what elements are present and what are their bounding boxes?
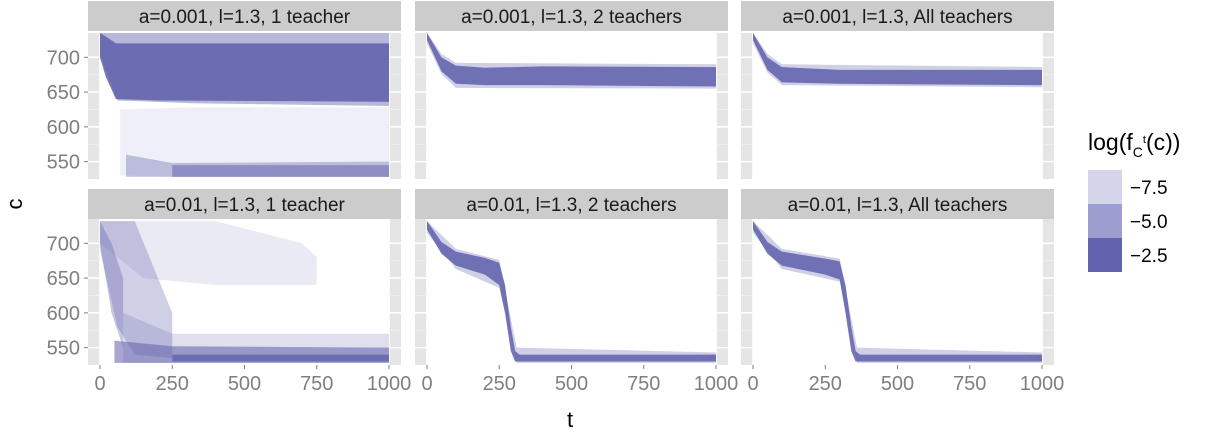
legend-key [1088, 204, 1122, 238]
facet-strip [88, 1, 401, 31]
facet-panel: a=0.01, l=1.3, All teachers [741, 189, 1054, 365]
density-layer [753, 219, 1042, 365]
y-tick-label: 700 [47, 47, 80, 69]
facet-strip-label: a=0.001, l=1.3, 2 teachers [461, 7, 682, 28]
y-axis-title: c [2, 199, 27, 210]
x-tick-label: 250 [809, 373, 842, 395]
facet-strip-label: a=0.01, l=1.3, All teachers [788, 195, 1008, 216]
density-layer [100, 219, 389, 365]
legend-label: −2.5 [1130, 246, 1168, 267]
x-tick-label: 750 [953, 373, 986, 395]
x-axis-title: t [567, 407, 573, 432]
legend-key [1088, 238, 1122, 272]
density-band [753, 221, 1042, 363]
y-tick-label: 650 [47, 268, 80, 290]
legend-label: −7.5 [1130, 178, 1168, 199]
density-band [100, 221, 317, 286]
facet-strip [88, 189, 401, 219]
facet-strip-label: a=0.001, l=1.3, 1 teacher [139, 7, 351, 28]
density-band [100, 33, 389, 106]
density-band [427, 33, 716, 89]
density-band [100, 33, 389, 102]
density-layer [427, 33, 716, 179]
axes: 700 650 600 550 700 650 600 550 0 250 500 750 1000 0 2… [47, 47, 1065, 395]
legend-key [1088, 170, 1122, 204]
x-tick-label: 0 [421, 373, 432, 395]
facet-strip-label: a=0.01, l=1.3, 1 teacher [144, 195, 345, 216]
x-tick-label: 750 [627, 373, 660, 395]
facet-strip [741, 1, 1054, 31]
y-tick-label: 550 [47, 338, 80, 360]
density-layer [427, 219, 716, 365]
x-tick-label: 500 [555, 373, 588, 395]
density-band [100, 221, 124, 348]
x-tick-label: 1000 [367, 373, 412, 395]
facet-panel: a=0.01, l=1.3, 2 teachers [415, 189, 728, 365]
x-tick-label: 1000 [1020, 373, 1065, 395]
y-tick-label: 550 [47, 152, 80, 174]
density-field [753, 33, 1042, 179]
facet-panel: a=0.001, l=1.3, 1 teacher [88, 1, 401, 179]
density-field [753, 219, 1042, 365]
legend-label: −5.0 [1130, 212, 1168, 233]
y-tick-label: 600 [47, 117, 80, 139]
density-layer [753, 33, 1042, 179]
facet-panel: a=0.001, l=1.3, All teachers [741, 1, 1054, 179]
x-tick-label: 1000 [694, 373, 739, 395]
x-tick-label: 750 [300, 373, 333, 395]
density-field [427, 33, 716, 179]
density-band [172, 354, 389, 362]
facet-strip [415, 1, 728, 31]
legend-title: log(fCt(c)) [1088, 129, 1180, 160]
facet-panel: a=0.001, l=1.3, 2 teachers [415, 1, 728, 179]
facet-panel: a=0.01, l=1.3, 1 teacher [88, 189, 401, 365]
y-tick-label: 600 [47, 303, 80, 325]
density-band [120, 107, 389, 177]
x-tick-label: 500 [228, 373, 261, 395]
x-tick-label: 500 [881, 373, 914, 395]
facet-panels: a=0.001, l=1.3, 1 teacher a=0.001, l=1.3,… [88, 1, 1054, 365]
density-field [427, 219, 716, 365]
x-tick-label: 250 [483, 373, 516, 395]
density-band [753, 33, 1042, 86]
density-layer [100, 33, 389, 179]
density-band [172, 165, 389, 177]
legend: log(fCt(c)) −7.5 −5.0 −2.5 [1088, 129, 1180, 272]
density-band [100, 221, 173, 359]
facet-strip [741, 189, 1054, 219]
x-tick-label: 250 [156, 373, 189, 395]
density-field [100, 219, 389, 365]
y-tick-label: 700 [47, 233, 80, 255]
facet-strip [415, 189, 728, 219]
density-band [753, 33, 1042, 88]
density-band [427, 33, 716, 87]
x-tick-label: 0 [747, 373, 758, 395]
y-tick-label: 650 [47, 82, 80, 104]
facet-strip-label: a=0.001, l=1.3, All teachers [782, 7, 1012, 28]
x-tick-label: 0 [94, 373, 105, 395]
legend-keys: −7.5 −5.0 −2.5 [1088, 170, 1168, 272]
facet-strip-label: a=0.01, l=1.3, 2 teachers [466, 195, 676, 216]
